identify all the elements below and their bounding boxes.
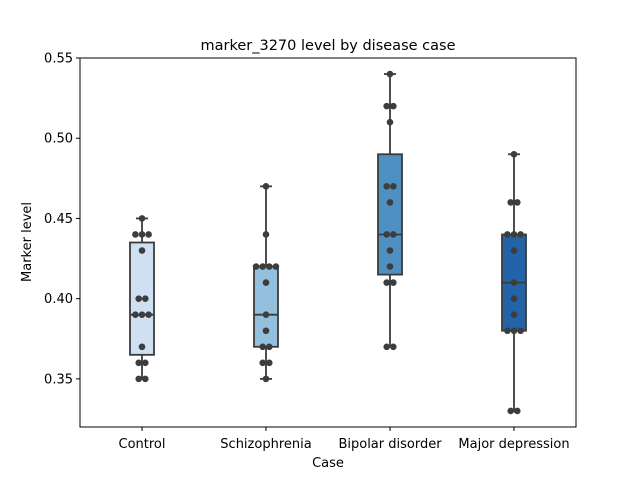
data-point — [510, 247, 518, 254]
data-point — [138, 311, 146, 318]
data-point — [390, 343, 397, 351]
data-point — [135, 295, 142, 302]
data-point — [386, 118, 394, 126]
box-group — [377, 73, 403, 348]
data-point — [386, 70, 394, 78]
box — [129, 241, 155, 356]
data-point — [262, 183, 270, 190]
data-point — [504, 231, 511, 238]
data-point — [132, 231, 139, 238]
data-point — [262, 375, 270, 383]
box — [253, 265, 279, 348]
x-axis: Control Schizophrenia Bipolar disorder Majo… — [119, 427, 570, 452]
y-tick-label: 0.50 — [44, 132, 73, 147]
box-group — [129, 217, 155, 380]
y-axis: 0.35 0.40 0.45 0.50 0.55 — [44, 52, 80, 387]
data-point — [386, 247, 394, 254]
data-point — [138, 343, 146, 351]
box-series — [129, 73, 527, 412]
x-tick-label: Control — [119, 437, 166, 452]
data-point — [262, 279, 270, 286]
data-point — [383, 343, 391, 351]
data-point — [262, 231, 270, 238]
data-point — [507, 407, 514, 415]
x-tick-label: Major depression — [458, 437, 569, 452]
data-point — [142, 295, 149, 302]
data-point — [386, 263, 394, 270]
swarm-points — [132, 70, 524, 415]
data-point — [259, 263, 267, 270]
y-tick-label: 0.55 — [44, 52, 73, 67]
data-point — [517, 327, 524, 335]
x-tick-label: Bipolar disorder — [338, 437, 442, 452]
data-point — [507, 199, 514, 206]
data-point — [390, 279, 397, 286]
data-point — [510, 279, 518, 286]
data-point — [390, 183, 397, 190]
data-point — [135, 375, 142, 383]
data-point — [383, 279, 391, 286]
data-point — [514, 407, 521, 415]
y-tick-label: 0.40 — [44, 292, 73, 307]
data-point — [138, 231, 146, 238]
chart-title: marker_3270 level by disease case — [201, 38, 456, 54]
data-point — [510, 231, 518, 238]
data-point — [259, 359, 267, 367]
data-point — [504, 327, 511, 335]
data-point — [262, 311, 270, 318]
data-point — [510, 150, 518, 158]
data-point — [383, 231, 391, 238]
data-point — [266, 359, 273, 367]
data-point — [510, 295, 518, 302]
data-point — [383, 102, 391, 110]
x-tick-label: Schizophrenia — [220, 437, 311, 452]
plot-area — [79, 57, 577, 428]
x-axis-label: Case — [312, 456, 344, 471]
data-point — [259, 343, 267, 351]
data-point — [142, 375, 149, 383]
data-point — [138, 215, 146, 222]
data-point — [510, 311, 518, 318]
data-point — [142, 359, 149, 367]
data-point — [252, 263, 260, 270]
data-point — [266, 263, 273, 270]
data-point — [145, 231, 152, 238]
data-point — [135, 359, 142, 367]
box — [377, 153, 403, 276]
data-point — [138, 247, 146, 254]
y-axis-label: Marker level — [20, 202, 35, 282]
data-point — [390, 231, 397, 238]
data-point — [390, 102, 397, 110]
data-point — [272, 263, 280, 270]
y-tick-label: 0.45 — [44, 212, 73, 227]
data-point — [383, 183, 391, 190]
data-point — [514, 199, 521, 206]
data-point — [266, 343, 273, 351]
data-point — [517, 231, 524, 238]
data-point — [510, 327, 518, 335]
data-point — [132, 311, 139, 318]
data-point — [386, 199, 394, 206]
data-point — [262, 327, 270, 335]
y-tick-label: 0.35 — [44, 372, 73, 387]
data-point — [145, 311, 152, 318]
